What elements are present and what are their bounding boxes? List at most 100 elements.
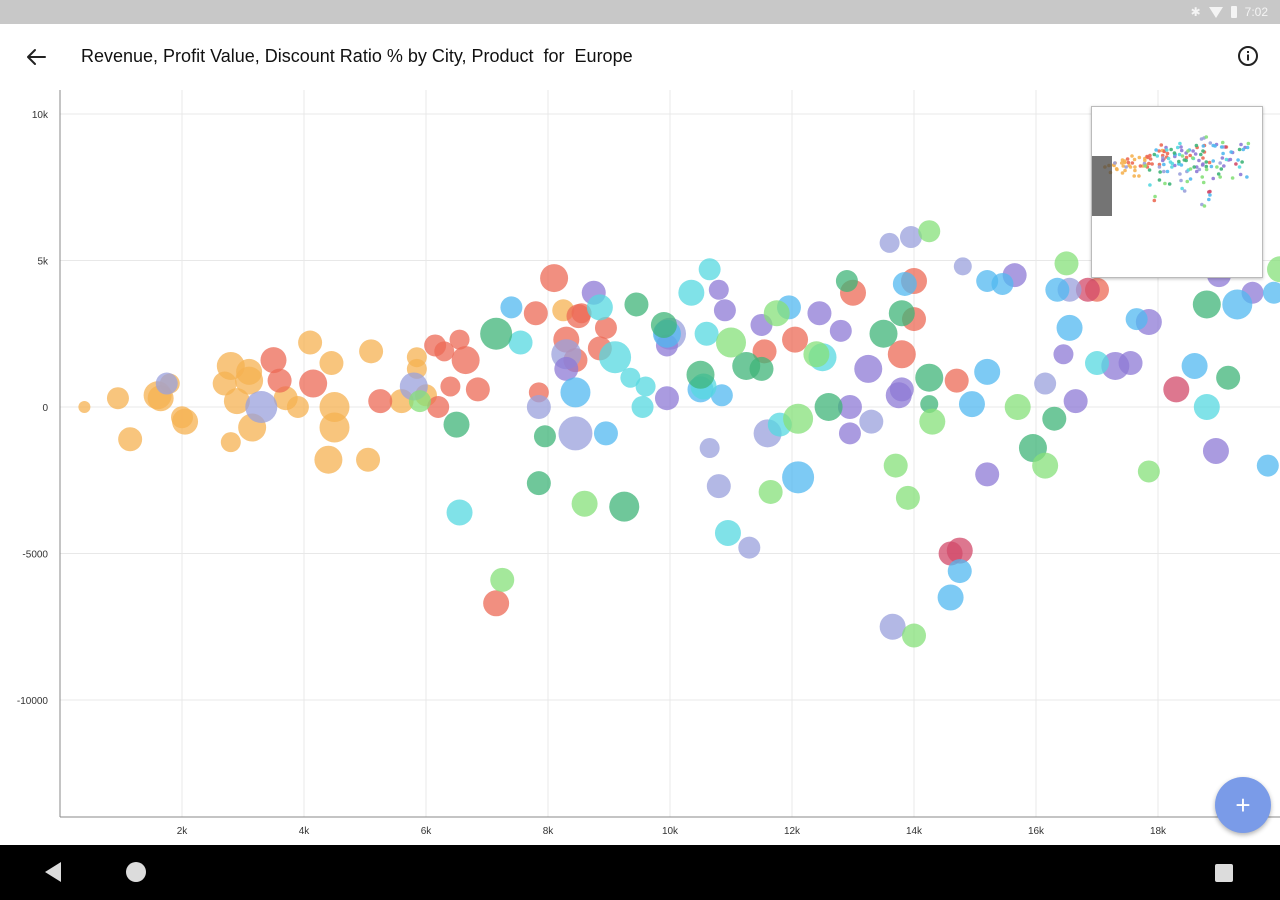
bubble-point [1216,365,1241,390]
minimap-dot [1245,145,1250,150]
minimap-dot [1197,167,1202,172]
recents-square-icon[interactable] [1215,864,1233,882]
minimap-dot [1193,152,1198,156]
status-icons: ✱ 7:02 [1191,3,1268,21]
bubble-point [699,438,720,459]
minimap-dot [1137,174,1141,178]
bubble-point [953,257,972,276]
minimap-dot [1204,160,1209,164]
minimap-dot [1198,152,1203,157]
minimap-dot [1219,145,1224,149]
bubble-point [892,271,917,296]
minimap-dot [1179,148,1184,153]
bubble-point [859,409,884,434]
bubble-point [738,536,761,559]
back-button[interactable] [20,41,52,73]
bubble-point [713,299,736,322]
minimap-dot [1202,204,1207,208]
bubble-point [599,341,632,374]
bubble-point [526,471,551,496]
minimap-dot [1191,149,1195,153]
minimap-dot [1153,194,1157,199]
bubble-point [650,311,677,338]
bubble-point [654,386,679,411]
minimap-dot [1122,159,1127,163]
bubble-point [1034,372,1057,395]
minimap-dot [1157,178,1162,182]
bubble-point [106,387,129,410]
x-tick-label: 14k [906,826,923,837]
bubble-point [974,358,1001,385]
minimap-dot [1180,186,1184,191]
minimap-dot [1124,165,1128,169]
bubble-point [620,367,641,388]
minimap-dot [1162,169,1166,174]
minimap-dot [1165,169,1170,174]
minimap-dot [1160,156,1165,160]
bubble-point [915,363,944,392]
bubble-point [440,376,461,397]
bubble-point [223,388,250,415]
minimap-dot [1208,193,1212,197]
minimap-dot [1230,176,1235,180]
bubble-point [895,485,920,510]
bubble-point [356,447,381,472]
minimap-dot [1137,155,1142,160]
minimap-dot [1224,157,1229,162]
bubble-point [449,329,470,350]
minimap-dot [1213,144,1217,148]
bubble-point [609,491,640,522]
minimap-dot [1158,170,1162,174]
info-button[interactable] [1236,44,1260,68]
bubble-point [408,390,431,413]
minimap-dot [1201,156,1205,160]
minimap-dot [1179,178,1183,183]
bubble-point [446,499,473,526]
bubble-point [1202,437,1229,464]
minimap-dot [1207,197,1211,202]
bubble-point [480,317,513,350]
minimap-dot [1132,174,1136,178]
minimap-dot [1114,166,1119,171]
bubble-point [526,395,551,419]
minimap-dot [1113,161,1117,165]
bubble-point [118,427,143,452]
bubble-point [319,351,344,376]
minimap-dot [1200,175,1205,179]
minimap-dot [1240,160,1244,164]
minimap-dot [1188,177,1193,181]
bubble-chart[interactable]: 2k 4k 6k 8k 10k 12k 14k 16k 18k 10k 5k 0 -5000 -10000 [0,90,1280,845]
back-triangle-icon[interactable] [45,862,61,882]
bubble-point [220,432,241,453]
bubble-point [887,340,916,369]
bubble-point [314,445,343,474]
minimap-dot [1209,164,1214,169]
minimap-dot [1207,190,1211,194]
bubble-point [1045,277,1070,302]
minimap-dot [1170,165,1174,169]
bubble-point [593,421,618,446]
bubble-point [958,391,985,418]
bubble-point [1075,277,1100,302]
bubble-point [465,377,490,402]
bubble-point [1192,290,1221,319]
minimap-dot [1167,182,1172,186]
bubble-point [879,232,900,253]
bubble-point [1085,351,1109,376]
chart-overview-minimap[interactable] [1091,106,1263,278]
minimap-dot [1148,153,1152,158]
minimap-dot [1185,179,1190,184]
minimap-dot [1138,164,1143,168]
bubble-point [782,326,809,353]
minimap-viewport[interactable] [1092,156,1112,216]
minimap-dot [1172,151,1177,155]
minimap-dot [1147,168,1152,172]
minimap-dot [1148,183,1152,187]
minimap-dot [1201,180,1206,185]
add-button[interactable]: + [1215,777,1271,833]
bubble-point [899,226,922,249]
home-circle-icon[interactable] [126,862,146,882]
minimap-dot [1155,154,1160,158]
minimap-dot [1178,172,1182,176]
bubbles [78,220,1280,648]
